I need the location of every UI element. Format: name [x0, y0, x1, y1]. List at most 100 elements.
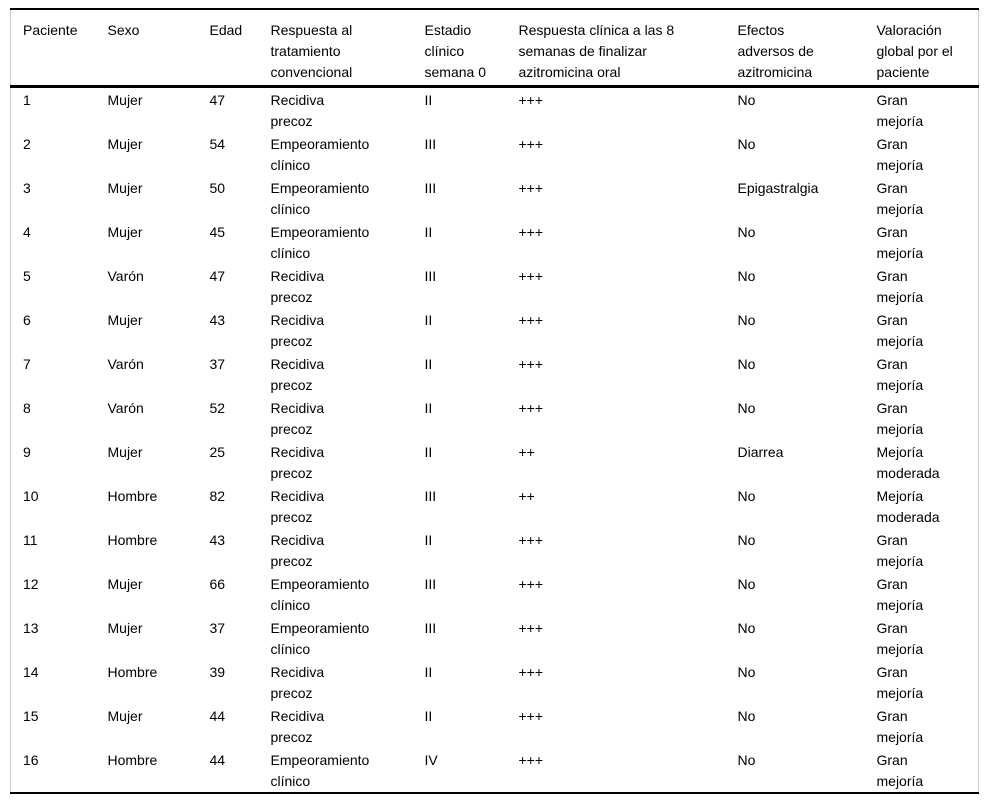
column-header-edad: Edad	[197, 9, 259, 88]
cell-paciente: 11	[23, 532, 38, 548]
cell-sexo: Hombre	[107, 664, 158, 680]
cell-valoracion-global: Mejoría moderada	[876, 488, 940, 525]
cell-efectos-adversos: No	[737, 312, 756, 328]
cell-edad: 66	[209, 576, 226, 592]
cell-edad: 82	[209, 488, 226, 504]
cell-estadio-clinico: II	[424, 532, 433, 548]
column-header-efectos-adversos: Efectos adversos de azitromicina	[725, 9, 865, 88]
cell-respuesta-clinica: +++	[518, 268, 544, 284]
cell-respuesta-tratamiento: Recidiva precoz	[270, 444, 325, 481]
cell-respuesta-tratamiento: Recidiva precoz	[270, 356, 325, 393]
cell-paciente: 8	[23, 400, 31, 416]
cell-edad: 37	[209, 620, 226, 636]
table-row: 6 Mujer 43 Recidiva precoz II +++ No Gran mejor…	[11, 308, 979, 352]
table-row: 3 Mujer 50 Empeoramiento clínico III +++ Epiga…	[11, 176, 979, 220]
cell-respuesta-clinica: +++	[518, 180, 544, 196]
cell-paciente: 2	[23, 136, 31, 152]
cell-valoracion-global: Gran mejoría	[876, 180, 924, 217]
cell-sexo: Hombre	[107, 752, 158, 768]
cell-efectos-adversos: No	[737, 620, 756, 636]
cell-edad: 45	[209, 224, 226, 240]
cell-respuesta-tratamiento: Empeoramiento clínico	[270, 224, 370, 261]
cell-paciente: 7	[23, 356, 31, 372]
cell-valoracion-global: Gran mejoría	[876, 268, 924, 305]
column-header-respuesta-tratamiento: Respuesta al tratamiento convencional	[258, 9, 413, 88]
cell-respuesta-tratamiento: Empeoramiento clínico	[270, 752, 370, 789]
cell-valoracion-global: Gran mejoría	[876, 708, 924, 745]
cell-estadio-clinico: II	[424, 708, 433, 724]
cell-respuesta-tratamiento: Recidiva precoz	[270, 532, 325, 569]
table-row: 5 Varón 47 Recidiva precoz III +++ No Gran mejo…	[11, 264, 979, 308]
cell-valoracion-global: Gran mejoría	[876, 312, 924, 349]
patients-table: Paciente Sexo Edad Respuesta al tratamie…	[10, 8, 979, 794]
cell-valoracion-global: Gran mejoría	[876, 92, 924, 129]
cell-sexo: Hombre	[107, 488, 158, 504]
column-header-sexo: Sexo	[95, 9, 198, 88]
cell-respuesta-clinica: +++	[518, 532, 544, 548]
cell-paciente: 9	[23, 444, 31, 460]
cell-paciente: 4	[23, 224, 31, 240]
cell-sexo: Hombre	[107, 532, 158, 548]
cell-sexo: Mujer	[107, 180, 143, 196]
cell-efectos-adversos: No	[737, 752, 756, 768]
cell-efectos-adversos: No	[737, 400, 756, 416]
cell-edad: 47	[209, 92, 226, 108]
cell-sexo: Mujer	[107, 92, 143, 108]
table-row: 15 Mujer 44 Recidiva precoz II +++ No Gran mejo…	[11, 704, 979, 748]
cell-respuesta-tratamiento: Empeoramiento clínico	[270, 620, 370, 657]
cell-respuesta-tratamiento: Empeoramiento clínico	[270, 576, 370, 613]
cell-paciente: 1	[23, 92, 31, 108]
cell-estadio-clinico: III	[424, 488, 437, 504]
cell-paciente: 5	[23, 268, 31, 284]
cell-estadio-clinico: II	[424, 312, 433, 328]
table-row: 9 Mujer 25 Recidiva precoz II ++ Diarrea Mejorí…	[11, 440, 979, 484]
cell-efectos-adversos: Diarrea	[737, 444, 784, 460]
cell-respuesta-tratamiento: Recidiva precoz	[270, 268, 325, 305]
cell-valoracion-global: Gran mejoría	[876, 620, 924, 657]
cell-respuesta-tratamiento: Recidiva precoz	[270, 708, 325, 745]
cell-efectos-adversos: No	[737, 92, 756, 108]
cell-sexo: Mujer	[107, 620, 143, 636]
cell-estadio-clinico: II	[424, 664, 433, 680]
cell-edad: 43	[209, 532, 226, 548]
cell-edad: 37	[209, 356, 226, 372]
cell-sexo: Mujer	[107, 312, 143, 328]
cell-respuesta-clinica: +++	[518, 576, 544, 592]
cell-paciente: 14	[23, 664, 39, 680]
cell-estadio-clinico: III	[424, 180, 437, 196]
cell-estadio-clinico: II	[424, 356, 433, 372]
cell-respuesta-clinica: +++	[518, 664, 544, 680]
cell-respuesta-clinica: +++	[518, 400, 544, 416]
cell-edad: 39	[209, 664, 226, 680]
cell-respuesta-tratamiento: Recidiva precoz	[270, 400, 325, 437]
cell-efectos-adversos: No	[737, 356, 756, 372]
cell-respuesta-clinica: +++	[518, 136, 544, 152]
cell-edad: 44	[209, 752, 226, 768]
cell-respuesta-clinica: ++	[518, 444, 535, 460]
cell-respuesta-clinica: +++	[518, 620, 544, 636]
table-body: 1 Mujer 47 Recidiva precoz II +++ No Gran mejor…	[11, 87, 979, 794]
cell-estadio-clinico: IV	[424, 752, 438, 768]
cell-respuesta-tratamiento: Recidiva precoz	[270, 488, 325, 525]
table-row: 11 Hombre 43 Recidiva precoz II +++ No Gran mej…	[11, 528, 979, 572]
cell-paciente: 3	[23, 180, 31, 196]
cell-respuesta-tratamiento: Empeoramiento clínico	[270, 180, 370, 217]
cell-efectos-adversos: No	[737, 224, 756, 240]
cell-sexo: Mujer	[107, 576, 143, 592]
cell-efectos-adversos: No	[737, 532, 756, 548]
cell-valoracion-global: Gran mejoría	[876, 752, 924, 789]
cell-estadio-clinico: III	[424, 136, 437, 152]
table-row: 14 Hombre 39 Recidiva precoz II +++ No Gran mej…	[11, 660, 979, 704]
table-row: 1 Mujer 47 Recidiva precoz II +++ No Gran mejor…	[11, 87, 979, 133]
cell-estadio-clinico: II	[424, 444, 433, 460]
cell-paciente: 10	[23, 488, 39, 504]
cell-respuesta-tratamiento: Recidiva precoz	[270, 312, 325, 349]
cell-efectos-adversos: No	[737, 488, 756, 504]
cell-respuesta-clinica: +++	[518, 92, 544, 108]
cell-edad: 50	[209, 180, 226, 196]
cell-paciente: 16	[23, 752, 39, 768]
patients-table-container: Paciente Sexo Edad Respuesta al tratamie…	[10, 8, 979, 794]
cell-valoracion-global: Gran mejoría	[876, 532, 924, 569]
cell-respuesta-clinica: ++	[518, 488, 535, 504]
cell-estadio-clinico: III	[424, 268, 437, 284]
